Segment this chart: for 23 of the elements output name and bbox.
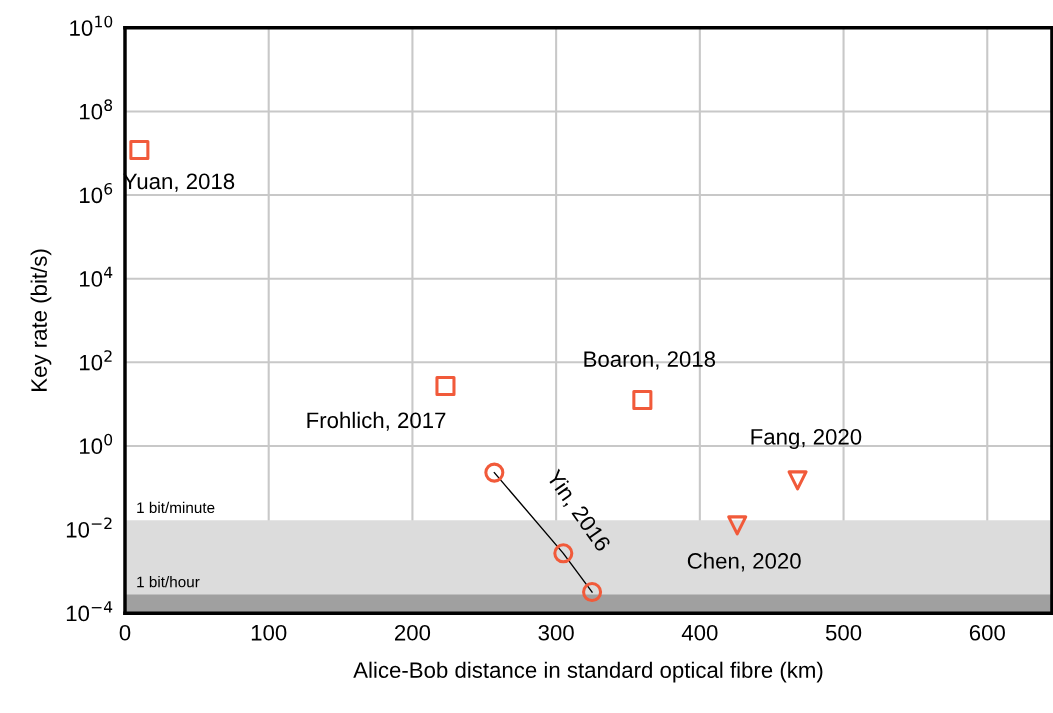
y-axis-title: Key rate (bit/s) — [30, 249, 52, 391]
x-tick-label: 600 — [969, 624, 1005, 641]
y-tick-label: 10$^{8}$ — [80, 99, 113, 120]
x-tick-label: 500 — [825, 624, 862, 641]
y-tick-label: 10$^{−2}$ — [66, 517, 112, 538]
x-tick-label: 300 — [538, 624, 574, 641]
annotation: Frohlich, 2017 — [307, 411, 446, 431]
y-tick-label: 10$^{−4}$ — [66, 601, 113, 622]
y-tick-label: 10$^{6}$ — [80, 182, 113, 204]
band-label: 1 bit/minute — [137, 501, 215, 514]
y-tick-label: 10$^{10}$ — [70, 15, 113, 36]
x-tick-label: 0 — [119, 624, 131, 641]
x-axis-title: Alice-Bob distance in standard optical fibre (km) — [353, 661, 823, 683]
x-tick-label: 100 — [251, 624, 287, 641]
band-label: 1 bit/hour — [137, 576, 200, 588]
y-tick-label: 10$^{2}$ — [80, 350, 112, 371]
y-tick-label: 10$^{0}$ — [80, 433, 113, 455]
x-tick-label: 200 — [395, 624, 431, 641]
y-tick-label: 10$^{4}$ — [80, 266, 113, 287]
x-tick-label: 400 — [681, 624, 718, 641]
annotation: Chen, 2020 — [687, 552, 801, 572]
annotation: Fang, 2020 — [751, 428, 862, 450]
annotation: Boaron, 2018 — [584, 351, 716, 370]
